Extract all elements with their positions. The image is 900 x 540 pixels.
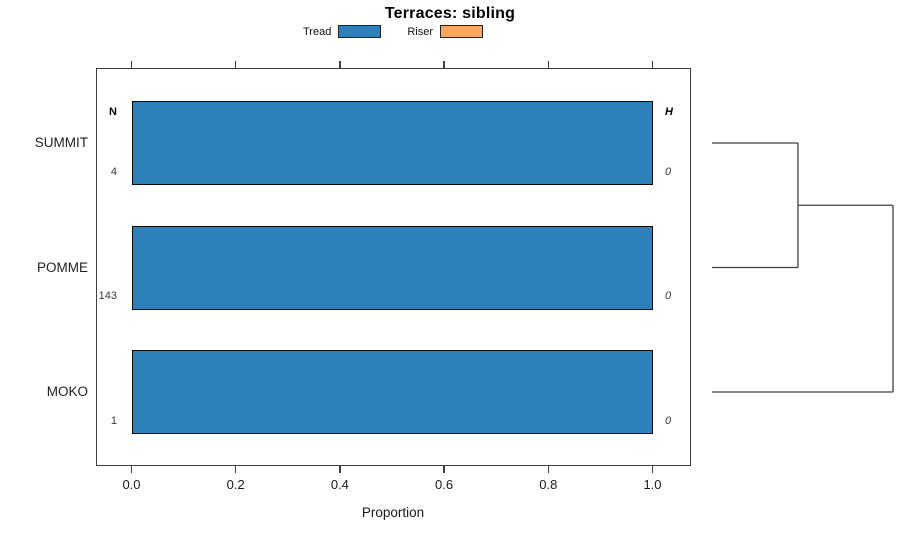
bar-tread-pomme bbox=[131, 225, 653, 310]
legend-item-tread: Tread bbox=[303, 25, 382, 38]
x-tick-top-0.4 bbox=[339, 61, 341, 68]
plot-box bbox=[95, 68, 691, 466]
x-tick-bottom-1.0 bbox=[651, 466, 654, 473]
x-tick-label-0.0: 0.0 bbox=[122, 477, 141, 492]
x-tick-top-0.6 bbox=[443, 61, 445, 68]
x-tick-bottom-0.6 bbox=[443, 466, 445, 473]
x-tick-bottom-0.2 bbox=[235, 466, 237, 473]
bar-tread-summit bbox=[131, 101, 653, 185]
chart-title: Terraces: sibling bbox=[384, 5, 516, 22]
h-value-summit: 0 bbox=[665, 165, 672, 178]
x-tick-bottom-0.8 bbox=[547, 466, 549, 473]
h-value-pomme: 0 bbox=[665, 290, 672, 302]
bar-tread-moko bbox=[131, 350, 653, 434]
x-axis-label: Proportion bbox=[361, 505, 425, 520]
n-value-pomme: 143 bbox=[98, 290, 117, 302]
n-column-header: N bbox=[109, 105, 117, 118]
legend: Tread Riser bbox=[95, 25, 691, 38]
x-tick-label-0.8: 0.8 bbox=[539, 477, 558, 492]
x-tick-label-0.2: 0.2 bbox=[226, 477, 245, 492]
x-tick-bottom-0.0 bbox=[130, 466, 133, 473]
legend-swatch-riser bbox=[440, 25, 483, 38]
x-tick-top-0.8 bbox=[547, 61, 549, 68]
legend-swatch-tread bbox=[338, 25, 382, 38]
row-label-moko: MOKO bbox=[46, 384, 88, 399]
legend-label-riser: Riser bbox=[407, 25, 433, 38]
legend-item-riser: Riser bbox=[407, 25, 483, 38]
h-column-header: H bbox=[665, 105, 673, 118]
h-value-moko: 0 bbox=[665, 414, 672, 427]
x-tick-top-0.0 bbox=[130, 61, 133, 68]
x-tick-label-1.0: 1.0 bbox=[643, 477, 662, 492]
legend-label-tread: Tread bbox=[303, 25, 332, 38]
row-label-pomme: POMME bbox=[36, 259, 88, 275]
x-tick-top-0.2 bbox=[235, 61, 237, 68]
x-tick-top-1.0 bbox=[651, 61, 654, 68]
x-tick-bottom-0.4 bbox=[339, 466, 341, 473]
n-value-summit: 4 bbox=[110, 165, 117, 178]
x-tick-label-0.4: 0.4 bbox=[330, 477, 349, 492]
x-tick-label-0.6: 0.6 bbox=[435, 477, 454, 492]
n-value-moko: 1 bbox=[110, 414, 117, 427]
row-label-summit: SUMMIT bbox=[34, 135, 88, 150]
